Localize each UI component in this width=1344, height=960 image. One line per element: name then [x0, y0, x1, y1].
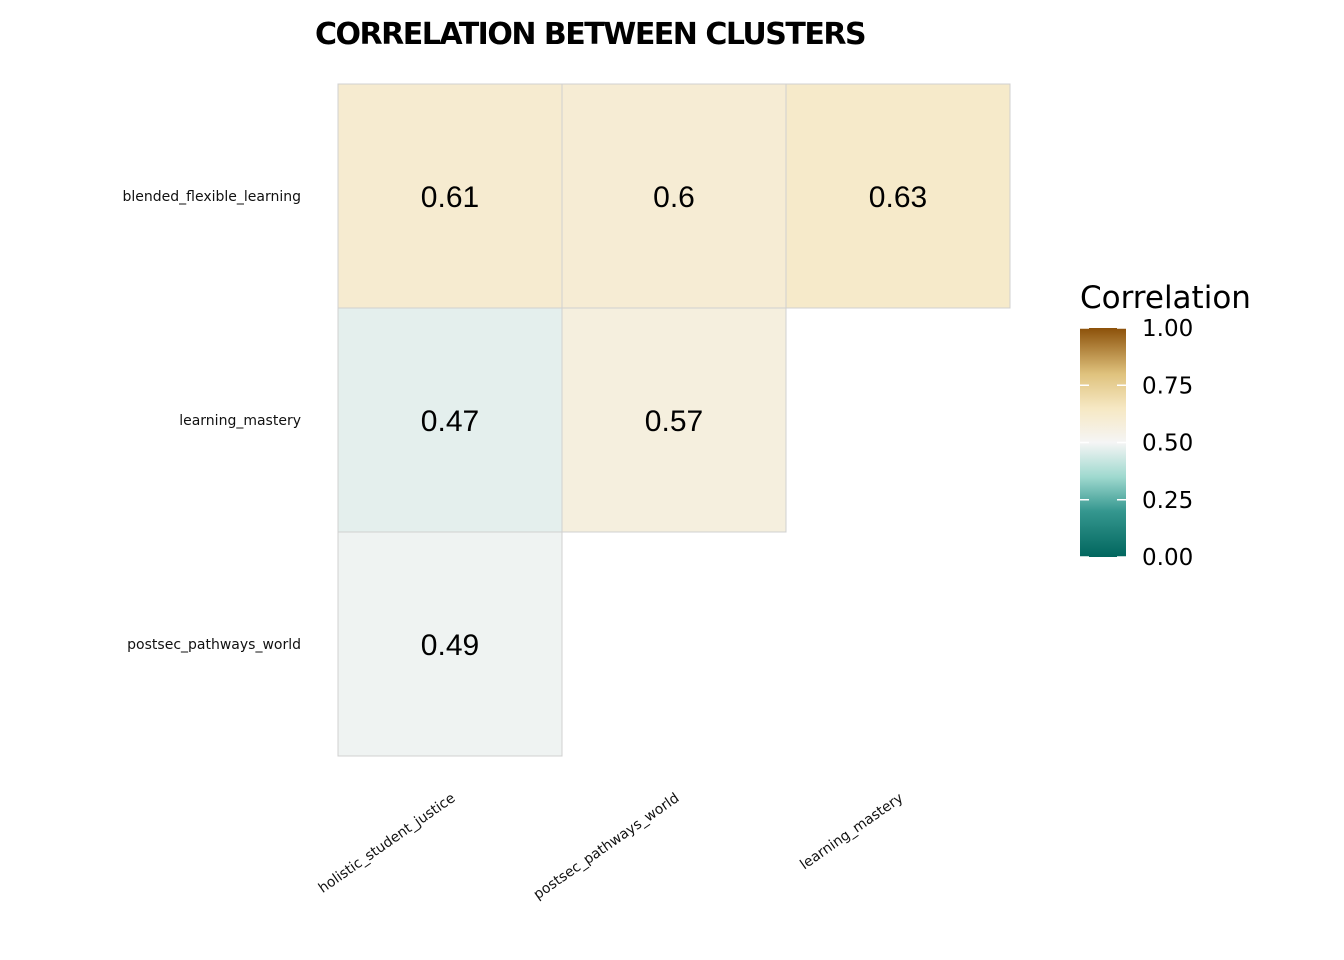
- cell-value-label: 0.47: [421, 405, 479, 438]
- y-tick-label: learning_mastery: [179, 413, 301, 429]
- legend: Correlation 0.00 0.25 0.50 0.75 1.00: [1080, 280, 1251, 571]
- y-tick-label: postsec_pathways_world: [127, 637, 301, 653]
- y-tick-label: blended_flexible_learning: [122, 189, 301, 205]
- legend-tick-label: 1.00: [1142, 316, 1193, 342]
- legend-tick-label: 0.75: [1142, 373, 1193, 399]
- x-tick-label: holistic_student_justice: [316, 790, 459, 897]
- heatmap-cell: [561, 307, 787, 533]
- x-tick-label: postsec_pathways_world: [531, 790, 683, 903]
- legend-tick-label: 0.50: [1142, 431, 1193, 457]
- cell-value-label: 0.61: [421, 181, 479, 214]
- heatmap-cell: [561, 83, 787, 309]
- heatmap-cell: [337, 83, 563, 309]
- legend-title: Correlation: [1080, 280, 1251, 316]
- cell-value-label: 0.6: [653, 181, 695, 214]
- y-axis-labels: blended_flexible_learning learning_master…: [122, 189, 301, 653]
- heatmap-cell: [785, 83, 1011, 309]
- heatmap-cells: 0.61 0.6 0.63 0.47 0.57 0.49: [337, 83, 1011, 757]
- cell-value-label: 0.63: [869, 181, 927, 214]
- heatmap-cell: [337, 531, 563, 757]
- chart-title: CORRELATION BETWEEN CLUSTERS: [315, 17, 865, 52]
- legend-tick-label: 0.25: [1142, 488, 1193, 514]
- cell-value-label: 0.49: [421, 629, 479, 662]
- x-tick-label: learning_mastery: [797, 790, 906, 873]
- x-axis-labels: holistic_student_justice postsec_pathways…: [316, 790, 907, 903]
- legend-tick-label: 0.00: [1142, 545, 1193, 571]
- heatmap-cell: [337, 307, 563, 533]
- cell-value-label: 0.57: [645, 405, 703, 438]
